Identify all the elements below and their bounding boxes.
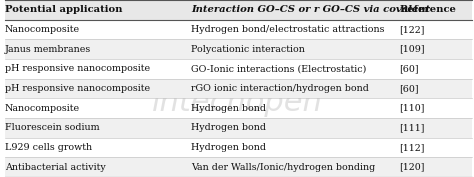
Text: GO-Ionic interactions (Electrostatic): GO-Ionic interactions (Electrostatic) <box>191 64 366 73</box>
Text: Nanocomposite: Nanocomposite <box>5 104 80 113</box>
Text: Nanocomposite: Nanocomposite <box>5 25 80 34</box>
Text: Interaction GO–CS or r GO–CS via covalent: Interaction GO–CS or r GO–CS via covalen… <box>191 5 430 14</box>
Text: Reference: Reference <box>400 5 456 14</box>
Text: intechopen: intechopen <box>152 88 322 117</box>
Bar <box>5 118 472 138</box>
Text: Polycationic interaction: Polycationic interaction <box>191 45 305 54</box>
Text: [109]: [109] <box>400 45 425 54</box>
Text: [120]: [120] <box>400 163 425 172</box>
Text: Hydrogen bond: Hydrogen bond <box>191 123 266 132</box>
Text: Janus membranes: Janus membranes <box>5 45 91 54</box>
Text: [111]: [111] <box>400 123 425 132</box>
Text: Hydrogen bond: Hydrogen bond <box>191 143 266 152</box>
Text: [60]: [60] <box>400 64 419 73</box>
Text: pH responsive nanocomposite: pH responsive nanocomposite <box>5 84 150 93</box>
Text: Antibacterial activity: Antibacterial activity <box>5 163 106 172</box>
Text: rGO ionic interaction/hydrogen bond: rGO ionic interaction/hydrogen bond <box>191 84 369 93</box>
Text: Hydrogen bond: Hydrogen bond <box>191 104 266 113</box>
Bar <box>5 157 472 177</box>
Text: [112]: [112] <box>400 143 425 152</box>
Bar <box>5 0 472 20</box>
Text: Van der Walls/Ionic/hydrogen bonding: Van der Walls/Ionic/hydrogen bonding <box>191 163 375 172</box>
Bar <box>5 39 472 59</box>
Text: [110]: [110] <box>400 104 425 113</box>
Text: [60]: [60] <box>400 84 419 93</box>
Text: L929 cells growth: L929 cells growth <box>5 143 92 152</box>
Bar <box>5 79 472 98</box>
Text: [122]: [122] <box>400 25 425 34</box>
Text: Potential application: Potential application <box>5 5 122 14</box>
Text: Hydrogen bond/electrostatic attractions: Hydrogen bond/electrostatic attractions <box>191 25 384 34</box>
Text: pH responsive nanocomposite: pH responsive nanocomposite <box>5 64 150 73</box>
Text: Fluorescein sodium: Fluorescein sodium <box>5 123 100 132</box>
